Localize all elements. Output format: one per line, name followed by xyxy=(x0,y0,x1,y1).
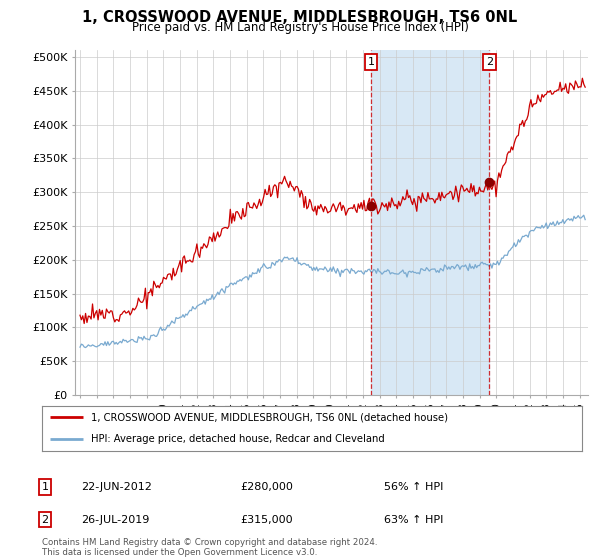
Text: 1, CROSSWOOD AVENUE, MIDDLESBROUGH, TS6 0NL: 1, CROSSWOOD AVENUE, MIDDLESBROUGH, TS6 … xyxy=(82,10,518,25)
Text: Price paid vs. HM Land Registry's House Price Index (HPI): Price paid vs. HM Land Registry's House … xyxy=(131,21,469,34)
Text: 26-JUL-2019: 26-JUL-2019 xyxy=(81,515,149,525)
Text: 56% ↑ HPI: 56% ↑ HPI xyxy=(384,482,443,492)
Text: 1: 1 xyxy=(41,482,49,492)
Text: 22-JUN-2012: 22-JUN-2012 xyxy=(81,482,152,492)
Text: 63% ↑ HPI: 63% ↑ HPI xyxy=(384,515,443,525)
Text: Contains HM Land Registry data © Crown copyright and database right 2024.
This d: Contains HM Land Registry data © Crown c… xyxy=(42,538,377,557)
Text: HPI: Average price, detached house, Redcar and Cleveland: HPI: Average price, detached house, Redc… xyxy=(91,433,385,444)
Bar xyxy=(371,50,489,395)
Text: 2: 2 xyxy=(41,515,49,525)
Text: 2: 2 xyxy=(485,57,493,67)
Text: £280,000: £280,000 xyxy=(240,482,293,492)
Text: £315,000: £315,000 xyxy=(240,515,293,525)
Text: 1, CROSSWOOD AVENUE, MIDDLESBROUGH, TS6 0NL (detached house): 1, CROSSWOOD AVENUE, MIDDLESBROUGH, TS6 … xyxy=(91,412,448,422)
Text: 1: 1 xyxy=(367,57,374,67)
